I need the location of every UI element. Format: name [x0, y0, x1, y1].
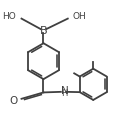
- Text: H: H: [61, 89, 68, 98]
- Text: HO: HO: [2, 12, 16, 21]
- Text: O: O: [10, 96, 18, 106]
- Text: B: B: [40, 26, 47, 36]
- Text: OH: OH: [72, 12, 86, 21]
- Text: N: N: [61, 86, 68, 96]
